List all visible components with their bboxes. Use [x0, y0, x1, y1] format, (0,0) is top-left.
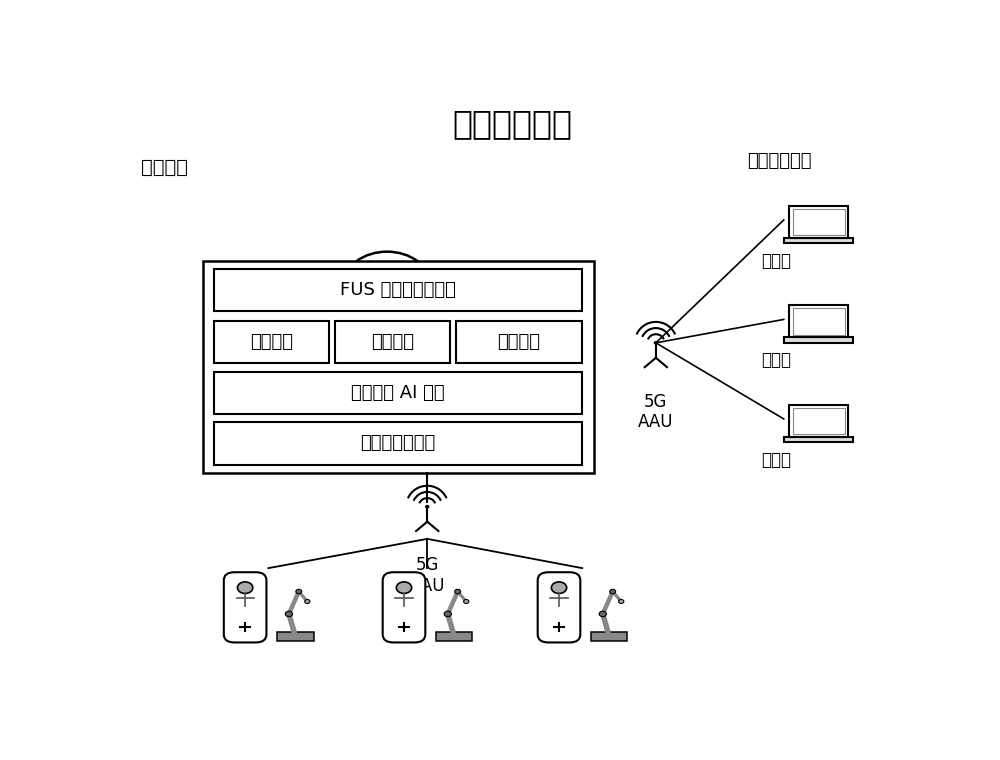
Circle shape — [285, 611, 293, 616]
Circle shape — [289, 298, 394, 378]
FancyBboxPatch shape — [214, 423, 582, 464]
Text: 治疗计划: 治疗计划 — [371, 333, 414, 351]
Text: 5G
AAU: 5G AAU — [410, 556, 445, 595]
Circle shape — [433, 285, 495, 332]
FancyBboxPatch shape — [784, 337, 853, 343]
Circle shape — [444, 611, 451, 616]
Circle shape — [248, 323, 305, 366]
Text: 人工辅助系统: 人工辅助系统 — [748, 153, 812, 170]
Circle shape — [396, 582, 412, 594]
Text: 中央控制平台: 中央控制平台 — [452, 107, 572, 140]
FancyBboxPatch shape — [591, 632, 627, 641]
FancyBboxPatch shape — [436, 632, 472, 641]
FancyBboxPatch shape — [789, 405, 848, 437]
Text: 图像处理: 图像处理 — [250, 333, 293, 351]
Text: 深度学习 AI 平台: 深度学习 AI 平台 — [351, 384, 445, 402]
Circle shape — [464, 323, 522, 366]
FancyBboxPatch shape — [202, 261, 594, 473]
Text: 视频语音: 视频语音 — [498, 333, 541, 351]
FancyBboxPatch shape — [214, 268, 582, 311]
Circle shape — [375, 298, 481, 378]
Circle shape — [426, 505, 429, 508]
Circle shape — [281, 326, 368, 391]
Text: 云桌面: 云桌面 — [761, 351, 791, 369]
FancyBboxPatch shape — [335, 321, 450, 363]
Text: 云桌面: 云桌面 — [761, 252, 791, 270]
Circle shape — [305, 600, 310, 603]
Circle shape — [610, 589, 616, 594]
Text: FUS 机器人应用平台: FUS 机器人应用平台 — [340, 280, 456, 299]
Circle shape — [344, 252, 430, 317]
Circle shape — [281, 285, 344, 332]
FancyBboxPatch shape — [784, 437, 853, 442]
Text: 乡桌面: 乡桌面 — [761, 451, 791, 469]
Circle shape — [421, 358, 483, 405]
FancyBboxPatch shape — [538, 572, 580, 642]
Circle shape — [654, 342, 657, 344]
Circle shape — [464, 600, 469, 603]
FancyBboxPatch shape — [789, 306, 848, 337]
Text: 云计算基础平台: 云计算基础平台 — [361, 435, 436, 452]
Circle shape — [389, 264, 466, 321]
FancyBboxPatch shape — [789, 206, 848, 238]
FancyBboxPatch shape — [793, 407, 845, 434]
FancyBboxPatch shape — [793, 308, 845, 334]
FancyBboxPatch shape — [456, 321, 582, 363]
FancyBboxPatch shape — [214, 372, 582, 414]
FancyBboxPatch shape — [214, 321, 329, 363]
FancyBboxPatch shape — [383, 572, 425, 642]
Circle shape — [296, 589, 302, 594]
FancyBboxPatch shape — [277, 632, 314, 641]
Circle shape — [351, 361, 418, 412]
Circle shape — [599, 611, 606, 616]
FancyBboxPatch shape — [224, 572, 266, 642]
Circle shape — [551, 582, 567, 594]
Circle shape — [455, 589, 461, 594]
Circle shape — [286, 358, 349, 405]
Text: 人工智能: 人工智能 — [140, 158, 188, 177]
Circle shape — [237, 582, 253, 594]
Circle shape — [284, 275, 486, 428]
Text: 5G
AAU: 5G AAU — [638, 393, 674, 432]
FancyBboxPatch shape — [784, 238, 853, 243]
Circle shape — [619, 600, 624, 603]
Circle shape — [310, 264, 387, 321]
FancyBboxPatch shape — [793, 208, 845, 235]
Circle shape — [401, 326, 488, 391]
